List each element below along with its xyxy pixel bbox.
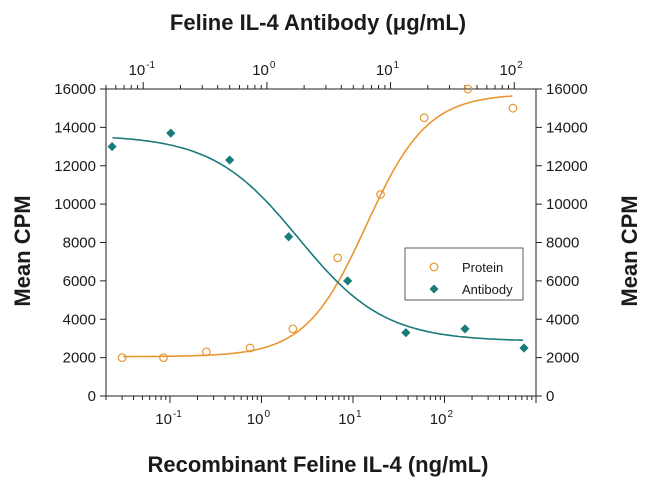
x-bottom-tick-exponent: -1 <box>173 409 182 420</box>
antibody-data-point <box>107 141 117 152</box>
x-bottom-tick-exponent: 2 <box>447 409 453 420</box>
protein-data-point <box>333 253 343 263</box>
y-tick-label-left: 8000 <box>63 235 96 252</box>
y-tick-label-left: 10000 <box>54 196 96 213</box>
antibody-data-point <box>284 232 294 242</box>
y-tick-label-left: 0 <box>88 388 96 405</box>
top-axis-title: Feline IL-4 Antibody (μg/mL) <box>170 10 466 35</box>
legend-antibody-label: Antibody <box>462 282 513 297</box>
legend-box <box>404 247 524 301</box>
y-tick-label-right: 12000 <box>546 158 588 175</box>
x-bottom-tick-label: 10 <box>430 411 447 428</box>
y-tick-label-right: 10000 <box>546 196 588 213</box>
x-axis-top: 10 -1 10 0 10 1 10 2 <box>105 60 523 89</box>
antibody-data-point <box>519 343 529 353</box>
x-top-tick-label: 10 <box>376 62 393 79</box>
y-axis-title-right: Mean CPM <box>617 195 642 306</box>
y-tick-label-left: 16000 <box>54 81 96 98</box>
protein-data-point <box>201 347 211 357</box>
y-tick-label-right: 4000 <box>546 311 579 328</box>
legend-antibody-marker <box>429 284 439 294</box>
antibody-data-point <box>343 276 353 286</box>
antibody-data-point <box>225 155 235 165</box>
protein-data-point <box>419 113 429 123</box>
x-top-tick-exponent: 1 <box>394 60 400 71</box>
x-axis-title: Recombinant Feline IL-4 (ng/mL) <box>147 452 488 477</box>
x-top-tick-exponent: -1 <box>146 60 155 71</box>
protein-data-point <box>245 343 255 353</box>
antibody-data-point <box>166 128 176 138</box>
antibody-data-point <box>401 328 411 338</box>
x-top-tick-exponent: 0 <box>270 60 276 71</box>
protein-data-point <box>463 84 473 94</box>
y-tick-label-right: 0 <box>546 388 554 405</box>
y-tick-label-right: 14000 <box>546 119 588 136</box>
legend-protein-label: Protein <box>462 260 503 275</box>
y-tick-label-right: 6000 <box>546 273 579 290</box>
x-bottom-tick-label: 10 <box>247 411 264 428</box>
x-top-tick-exponent: 2 <box>517 60 523 71</box>
fit-curves <box>112 95 524 358</box>
protein-data-point <box>117 353 127 363</box>
x-axis-bottom: 10 -1 10 0 10 1 10 2 <box>105 396 537 428</box>
x-bottom-tick-exponent: 0 <box>264 409 270 420</box>
x-bottom-tick-exponent: 1 <box>356 409 362 420</box>
y-tick-label-left: 2000 <box>63 350 96 367</box>
x-bottom-tick-label: 10 <box>155 411 172 428</box>
protein-data-point <box>376 190 385 199</box>
x-top-tick-label: 10 <box>500 62 517 79</box>
antibody-data-point <box>460 324 470 334</box>
legend-protein-marker <box>429 262 439 272</box>
x-bottom-tick-label: 10 <box>338 411 355 428</box>
y-tick-label-left: 4000 <box>63 311 96 328</box>
data-markers <box>107 84 529 363</box>
y-tick-label-right: 16000 <box>546 81 588 98</box>
x-top-tick-label: 10 <box>129 62 146 79</box>
protein-fit-curve <box>123 95 513 358</box>
protein-data-point <box>159 353 168 363</box>
protein-data-point <box>288 324 298 334</box>
legend: Protein Antibody <box>404 247 524 301</box>
y-tick-label-left: 6000 <box>63 273 96 290</box>
antibody-fit-curve <box>112 136 524 341</box>
y-tick-label-left: 12000 <box>54 158 96 175</box>
protein-data-point <box>508 103 518 113</box>
y-tick-label-right: 8000 <box>546 235 579 252</box>
y-axes: 0 0 2000 2000 4000 4000 6000 6000 8000 8000 10000 1… <box>54 81 587 405</box>
y-tick-label-left: 14000 <box>54 119 96 136</box>
x-top-tick-label: 10 <box>252 62 269 79</box>
y-axis-title-left: Mean CPM <box>10 195 35 306</box>
y-tick-label-right: 2000 <box>546 350 579 367</box>
